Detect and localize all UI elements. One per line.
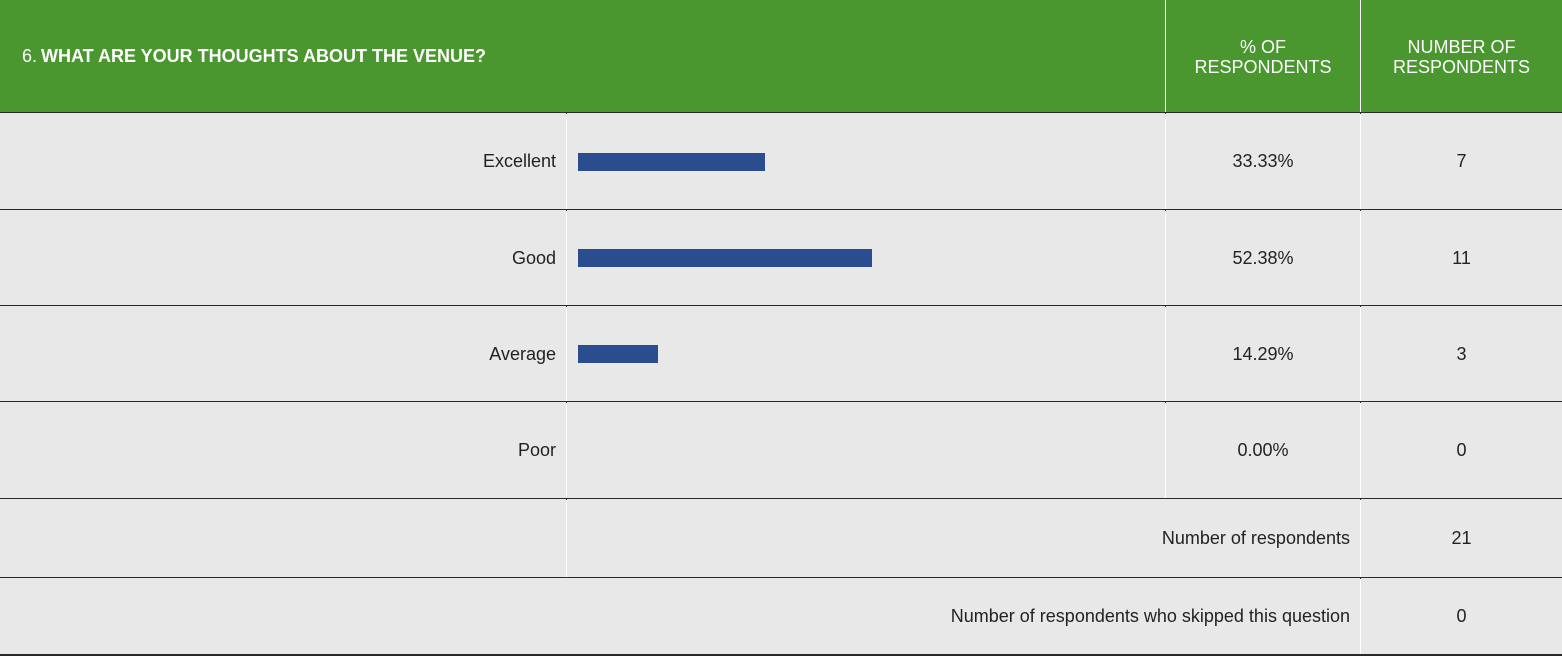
- count-text: 7: [1456, 151, 1467, 171]
- count-cell: 3: [1361, 306, 1562, 402]
- bar-cell: [567, 113, 1165, 210]
- percent-cell: 0.00%: [1166, 402, 1360, 499]
- option-label-text: Good: [511, 247, 556, 268]
- count-text: 11: [1452, 247, 1471, 268]
- total-count: 0: [1361, 578, 1562, 655]
- option-label: Average: [0, 306, 566, 402]
- count-header: NUMBER OF RESPONDENTS: [1361, 0, 1562, 113]
- percent-header: % OF RESPONDENTS: [1166, 0, 1360, 113]
- count-cell: 0: [1361, 402, 1562, 499]
- question-number: 6.: [22, 46, 38, 66]
- question-text: WHAT ARE YOUR THOUGHTS ABOUT THE VENUE?: [41, 46, 487, 66]
- total-count-text: 0: [1456, 606, 1467, 626]
- bar: [578, 249, 873, 267]
- percent-cell: 14.29%: [1166, 306, 1360, 402]
- total-label: Number of respondents who skipped this q…: [0, 578, 1360, 655]
- question-header: 6. WHAT ARE YOUR THOUGHTS ABOUT THE VENUE…: [0, 0, 1165, 113]
- option-label: Poor: [0, 402, 566, 499]
- percent-text: 52.38%: [1232, 247, 1294, 268]
- percent-text: 0.00%: [1237, 440, 1289, 460]
- count-cell: 7: [1361, 113, 1562, 210]
- option-label-text: Excellent: [482, 151, 556, 171]
- row-divider: [0, 654, 1562, 656]
- bar: [578, 152, 766, 171]
- total-label-text: Number of respondents who skipped this q…: [950, 606, 1350, 626]
- total-count: 21: [1361, 499, 1562, 578]
- count-text: 3: [1456, 343, 1467, 364]
- total-label-text: Number of respondents: [1161, 528, 1350, 548]
- option-label: Good: [0, 210, 566, 306]
- bar-cell: [567, 402, 1165, 499]
- percent-text: 14.29%: [1232, 343, 1294, 364]
- count-text: 0: [1456, 440, 1467, 460]
- option-label-text: Poor: [517, 440, 556, 460]
- total-count-text: 21: [1451, 528, 1472, 548]
- empty-cell: [0, 499, 566, 578]
- option-label: Excellent: [0, 113, 566, 210]
- total-label: Number of respondents: [567, 499, 1360, 578]
- count-heading: NUMBER OF RESPONDENTS: [1392, 36, 1531, 77]
- bar: [578, 345, 659, 363]
- percent-cell: 52.38%: [1166, 210, 1360, 306]
- percent-text: 33.33%: [1232, 151, 1294, 171]
- count-cell: 11: [1361, 210, 1562, 306]
- percent-heading: % OF RESPONDENTS: [1194, 36, 1332, 77]
- option-label-text: Average: [489, 343, 556, 364]
- percent-cell: 33.33%: [1166, 113, 1360, 210]
- bar-cell: [567, 210, 1165, 306]
- bar-cell: [567, 306, 1165, 402]
